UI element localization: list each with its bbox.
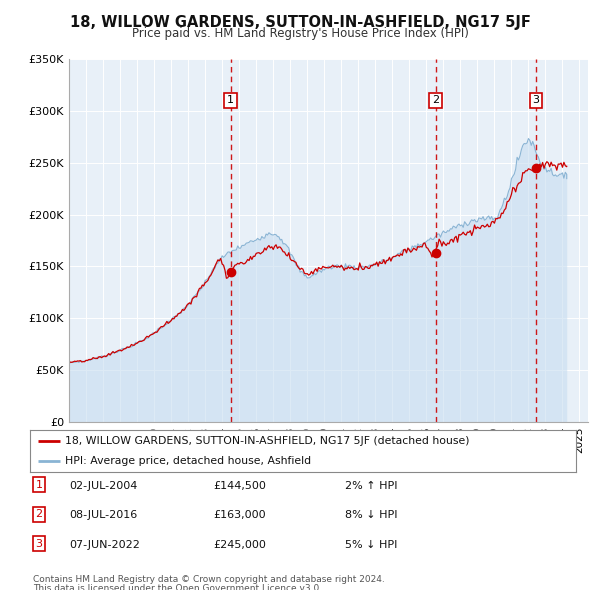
Text: 2% ↑ HPI: 2% ↑ HPI [345, 481, 398, 491]
Text: This data is licensed under the Open Government Licence v3.0.: This data is licensed under the Open Gov… [33, 584, 322, 590]
Text: 3: 3 [532, 96, 539, 106]
Text: £245,000: £245,000 [213, 540, 266, 550]
Text: 3: 3 [35, 539, 43, 549]
Text: Price paid vs. HM Land Registry's House Price Index (HPI): Price paid vs. HM Land Registry's House … [131, 27, 469, 40]
Text: 2: 2 [432, 96, 439, 106]
Text: 1: 1 [35, 480, 43, 490]
Text: 8% ↓ HPI: 8% ↓ HPI [345, 510, 398, 520]
Text: 08-JUL-2016: 08-JUL-2016 [69, 510, 137, 520]
Text: £144,500: £144,500 [213, 481, 266, 491]
Text: 5% ↓ HPI: 5% ↓ HPI [345, 540, 397, 550]
Text: 18, WILLOW GARDENS, SUTTON-IN-ASHFIELD, NG17 5JF: 18, WILLOW GARDENS, SUTTON-IN-ASHFIELD, … [70, 15, 530, 30]
Text: Contains HM Land Registry data © Crown copyright and database right 2024.: Contains HM Land Registry data © Crown c… [33, 575, 385, 584]
Text: 02-JUL-2004: 02-JUL-2004 [69, 481, 137, 491]
Text: 07-JUN-2022: 07-JUN-2022 [69, 540, 140, 550]
Text: 18, WILLOW GARDENS, SUTTON-IN-ASHFIELD, NG17 5JF (detached house): 18, WILLOW GARDENS, SUTTON-IN-ASHFIELD, … [65, 436, 470, 446]
Text: £163,000: £163,000 [213, 510, 266, 520]
Text: 2: 2 [35, 509, 43, 519]
Text: 1: 1 [227, 96, 234, 106]
Text: HPI: Average price, detached house, Ashfield: HPI: Average price, detached house, Ashf… [65, 455, 311, 466]
